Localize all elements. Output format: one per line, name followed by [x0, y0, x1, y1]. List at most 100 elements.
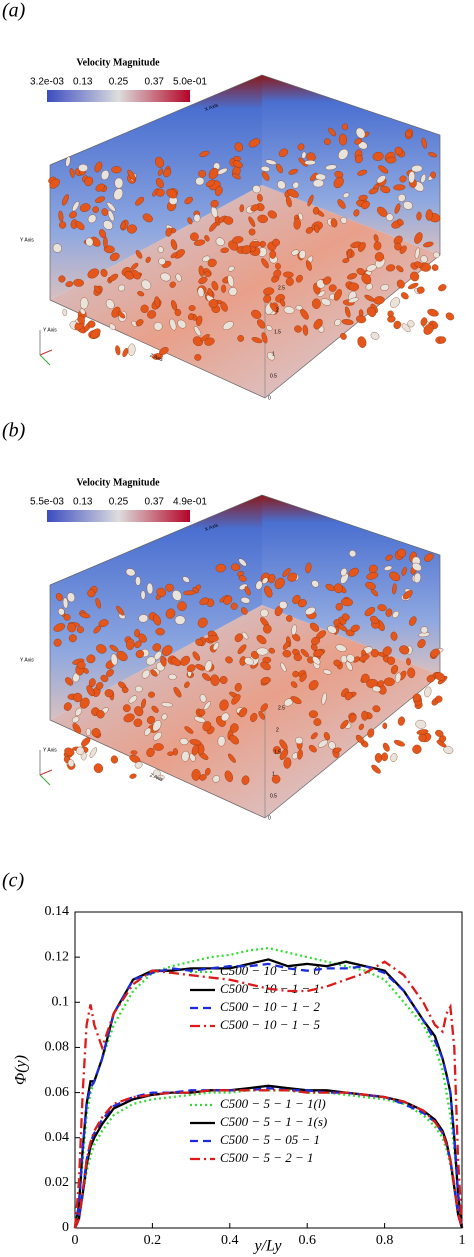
series-line — [73, 960, 464, 1229]
axis-label: Z Axis — [149, 353, 164, 364]
axis-tick-label: 0.5 — [270, 793, 277, 799]
particle — [346, 654, 355, 663]
particle — [66, 592, 76, 603]
particle — [116, 605, 125, 616]
particle — [194, 354, 202, 361]
particle — [268, 647, 275, 654]
particle — [231, 694, 241, 705]
particle — [79, 308, 86, 315]
particle — [228, 753, 236, 763]
axis-label: X Axis — [204, 522, 220, 533]
colorbar-tick-label: 0.25 — [109, 497, 129, 508]
particle — [191, 744, 199, 756]
particle — [184, 681, 190, 689]
particle — [244, 586, 251, 596]
particle — [269, 303, 279, 313]
particle — [276, 163, 283, 174]
particle — [415, 719, 427, 729]
particle — [273, 269, 282, 278]
particle — [174, 308, 182, 317]
particle — [396, 279, 405, 289]
particle — [304, 160, 316, 166]
particle — [364, 607, 375, 617]
particle — [209, 221, 218, 232]
particle — [146, 582, 154, 595]
particle — [129, 754, 141, 763]
particle — [187, 217, 193, 225]
particle — [130, 262, 139, 270]
particle — [300, 308, 309, 320]
particle — [333, 659, 341, 667]
particle — [111, 166, 122, 174]
particle — [248, 228, 256, 236]
particle — [165, 583, 174, 592]
particle — [58, 275, 66, 283]
particle — [193, 239, 206, 246]
render-panel: (a) Velocity Magnitude 3.2e-03 0.13 0.25 0.37… — [2, 0, 455, 401]
particle — [107, 210, 115, 222]
particle — [286, 615, 293, 622]
particle — [126, 638, 135, 651]
particle — [325, 164, 337, 171]
particle — [341, 123, 348, 131]
particle — [71, 716, 80, 723]
particle — [158, 257, 166, 265]
particle — [373, 296, 385, 305]
particle — [116, 650, 128, 662]
particle — [417, 639, 426, 649]
particle — [348, 297, 359, 303]
particle — [300, 649, 309, 658]
particle — [75, 707, 82, 716]
particle — [370, 615, 379, 624]
particle — [63, 702, 72, 711]
particle — [101, 208, 109, 216]
particle — [94, 161, 103, 173]
particle — [272, 238, 280, 247]
particle — [285, 196, 292, 208]
particle — [210, 674, 220, 686]
particle — [317, 739, 328, 748]
particle — [355, 734, 365, 744]
particle — [433, 251, 440, 259]
particle — [155, 628, 165, 636]
particle — [249, 240, 261, 248]
particle — [340, 719, 349, 730]
particle — [93, 285, 101, 294]
particle — [280, 662, 287, 672]
particle — [86, 685, 95, 697]
particle — [133, 718, 143, 727]
particle — [122, 347, 129, 358]
particle — [52, 243, 62, 253]
particle — [260, 703, 268, 712]
particle — [110, 653, 118, 666]
particle — [401, 567, 407, 576]
particle — [314, 224, 320, 233]
particle — [137, 291, 145, 297]
particle — [221, 284, 227, 293]
particle — [135, 250, 143, 259]
particle — [323, 669, 332, 675]
particle — [223, 216, 234, 225]
particle — [220, 301, 228, 312]
particle — [261, 332, 268, 344]
particle — [288, 168, 298, 175]
particle — [77, 315, 85, 324]
particle — [260, 608, 269, 618]
particle — [305, 562, 312, 574]
particle — [153, 614, 161, 626]
particle — [121, 686, 129, 694]
particle — [87, 268, 100, 279]
particle — [172, 748, 178, 756]
particle — [193, 214, 201, 223]
particle — [198, 709, 206, 716]
particle — [294, 325, 302, 333]
particle — [399, 645, 410, 655]
particle — [397, 548, 407, 558]
particle — [313, 718, 322, 726]
particle — [357, 336, 367, 348]
particle — [203, 701, 211, 710]
particle — [399, 245, 407, 254]
particle — [299, 673, 307, 682]
axis-tick-label: 2.5 — [278, 705, 285, 711]
colorbar-tick-label: 0.25 — [109, 77, 129, 88]
